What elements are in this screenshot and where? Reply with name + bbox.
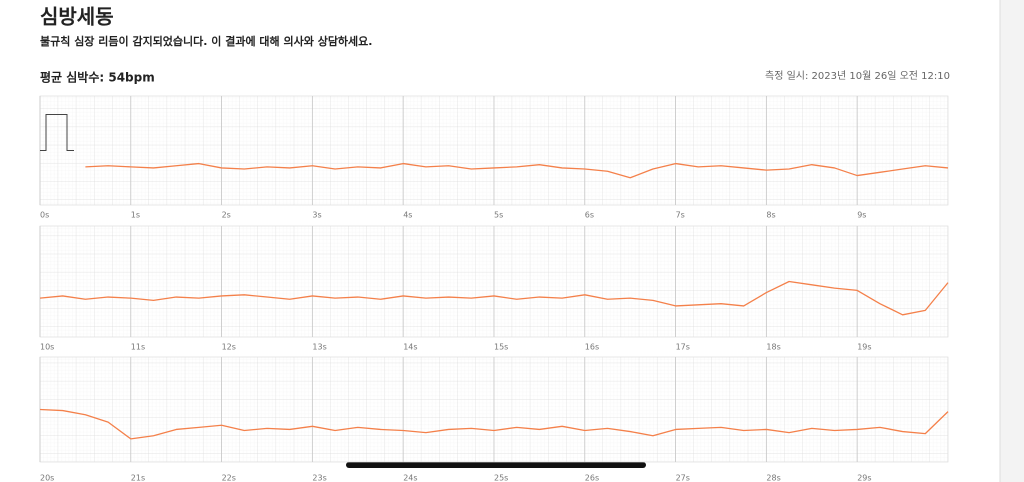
x-tick-label: 1s [131,211,140,220]
x-tick-label: 3s [312,211,321,220]
x-tick-label: 2s [222,211,231,220]
x-tick-label: 8s [766,211,775,220]
calibration-pulse [40,114,74,151]
ecg-trace [85,162,949,179]
x-tick-label: 25s [494,474,508,482]
x-tick-label: 24s [403,474,417,482]
x-tick-label: 18s [766,343,780,352]
x-tick-label: 12s [222,343,236,352]
x-tick-label: 21s [131,474,145,482]
x-tick-label: 26s [585,474,599,482]
x-tick-label: 5s [494,211,503,220]
x-tick-label: 28s [766,474,780,482]
average-heart-rate: 평균 심박수: 54bpm [40,70,155,85]
x-tick-label: 10s [40,343,54,352]
x-tick-label: 23s [312,474,326,482]
x-tick-label: 13s [312,343,326,352]
home-indicator [346,462,646,468]
side-panel [1000,0,1024,482]
x-tick-label: 22s [222,474,236,482]
x-tick-label: 17s [676,343,690,352]
x-tick-label: 0s [40,211,49,220]
x-tick-label: 27s [676,474,690,482]
x-tick-label: 20s [40,474,54,482]
ecg-trace [39,280,949,316]
title: 심방세동 [40,5,114,29]
x-tick-label: 16s [585,343,599,352]
x-tick-label: 29s [857,474,871,482]
x-tick-label: 15s [494,343,508,352]
x-tick-label: 14s [403,343,417,352]
x-tick-label: 4s [403,211,412,220]
measured-time: 측정 일시: 2023년 10월 26일 오전 12:10 [765,70,950,82]
x-tick-label: 9s [857,211,866,220]
x-tick-label: 7s [676,211,685,220]
x-tick-label: 11s [131,343,145,352]
x-tick-label: 19s [857,343,871,352]
ecg-trace [39,408,949,440]
subtitle: 불규칙 심장 리듬이 감지되었습니다. 이 결과에 대해 의사와 상담하세요. [40,34,372,48]
x-tick-label: 6s [585,211,594,220]
